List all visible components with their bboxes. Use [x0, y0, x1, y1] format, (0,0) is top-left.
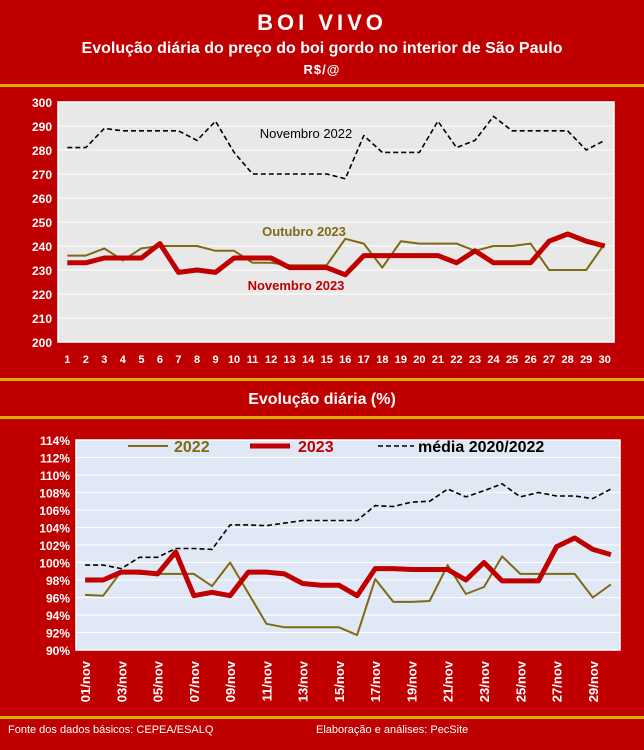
x-tick-label: 25 — [506, 354, 518, 366]
x-tick-label: 01/nov — [78, 660, 93, 702]
series-line-0 — [67, 115, 606, 180]
footer-credit: Elaboração e análises: PecSite — [316, 724, 469, 736]
x-tick-label: 21/nov — [441, 660, 456, 702]
x-tick-label: 7 — [175, 354, 181, 366]
x-tick-label: 8 — [194, 354, 200, 366]
series-line-2 — [67, 231, 606, 278]
y-tick-label: 230 — [32, 264, 52, 278]
x-tick-label: 28 — [562, 354, 574, 366]
x-tick-label: 30 — [599, 354, 611, 366]
x-tick-label: 27/nov — [550, 660, 565, 702]
y-tick-label: 100% — [39, 557, 70, 571]
x-tick-label: 18 — [376, 354, 388, 366]
x-tick-label: 19 — [395, 354, 407, 366]
y-tick-label: 96% — [46, 592, 70, 606]
y-tick-label: 114% — [40, 434, 70, 448]
y-tick-label: 112% — [40, 452, 70, 466]
y-tick-label: 108% — [39, 487, 70, 501]
y-tick-label: 92% — [46, 627, 70, 641]
series-line-0 — [85, 555, 612, 637]
y-tick-label: 290 — [32, 120, 52, 134]
y-tick-label: 200 — [32, 336, 52, 350]
x-tick-label: 21 — [432, 354, 444, 366]
x-tick-label: 15 — [321, 354, 333, 366]
x-tick-label: 19/nov — [404, 660, 419, 702]
y-tick-label: 240 — [32, 240, 52, 254]
x-tick-label: 05/nov — [151, 660, 166, 702]
x-tick-label: 5 — [138, 354, 144, 366]
legend-label: 2023 — [298, 439, 334, 456]
y-tick-label: 210 — [32, 312, 52, 326]
x-tick-label: 22 — [450, 354, 462, 366]
y-tick-label: 104% — [39, 522, 70, 536]
legend-label: 2022 — [174, 439, 210, 456]
x-tick-label: 12 — [265, 354, 277, 366]
legend-label: média 2020/2022 — [418, 439, 544, 456]
x-tick-label: 27 — [543, 354, 555, 366]
x-tick-label: 03/nov — [114, 660, 129, 702]
gold-divider — [0, 378, 644, 381]
x-tick-label: 9 — [212, 354, 218, 366]
x-tick-label: 25/nov — [513, 660, 528, 702]
x-tick-label: 15/nov — [332, 660, 347, 702]
x-tick-label: 3 — [101, 354, 107, 366]
x-tick-label: 09/nov — [223, 660, 238, 702]
x-tick-label: 17/nov — [368, 660, 383, 702]
x-tick-label: 23 — [469, 354, 481, 366]
y-tick-label: 300 — [32, 96, 52, 110]
x-tick-label: 10 — [228, 354, 240, 366]
y-tick-label: 98% — [46, 574, 70, 588]
x-tick-label: 29 — [580, 354, 592, 366]
x-tick-label: 20 — [413, 354, 425, 366]
page-subtitle: Evolução diária do preço do boi gordo no… — [81, 40, 563, 57]
series-label: Novembro 2023 — [248, 278, 345, 293]
y-tick-label: 102% — [39, 539, 70, 553]
x-tick-label: 17 — [358, 354, 370, 366]
x-tick-label: 14 — [302, 354, 315, 366]
x-tick-label: 07/nov — [187, 660, 202, 702]
page-title: BOI VIVO — [257, 10, 387, 35]
x-tick-label: 6 — [157, 354, 163, 366]
x-tick-label: 11 — [247, 354, 259, 366]
y-tick-label: 94% — [46, 609, 70, 623]
x-tick-label: 1 — [64, 354, 70, 366]
section-title: Evolução diária (%) — [248, 391, 396, 408]
y-tick-label: 260 — [32, 192, 52, 206]
percent-chart: 90% 92% 94% 96% 98% 100% 102% 104% 106% 108% 110% 1… — [6, 422, 638, 714]
y-tick-label: 250 — [32, 216, 52, 230]
x-tick-label: 24 — [487, 354, 500, 366]
gold-divider — [0, 716, 644, 719]
footer-source: Fonte dos dados básicos: CEPEA/ESALQ — [8, 724, 214, 736]
x-tick-label: 29/nov — [586, 660, 601, 702]
x-tick-label: 23/nov — [477, 660, 492, 702]
y-tick-label: 220 — [32, 288, 52, 302]
x-tick-label: 4 — [120, 354, 127, 366]
x-tick-label: 11/nov — [259, 660, 274, 701]
y-tick-label: 106% — [39, 504, 70, 518]
series-label: Outubro 2023 — [262, 224, 346, 239]
gold-divider — [0, 416, 644, 419]
y-tick-label: 270 — [32, 168, 52, 182]
series-line-2 — [85, 482, 612, 570]
x-tick-label: 2 — [83, 354, 89, 366]
x-tick-label: 16 — [339, 354, 351, 366]
series-line-1 — [85, 535, 612, 599]
gold-divider — [0, 84, 644, 87]
y-tick-label: 110% — [40, 469, 70, 483]
x-tick-label: 13 — [284, 354, 296, 366]
x-tick-label: 13/nov — [296, 660, 311, 702]
unit-label: R$/@ — [303, 62, 341, 77]
series-label: Novembro 2022 — [260, 126, 353, 141]
y-tick-label: 280 — [32, 144, 52, 158]
x-tick-label: 26 — [524, 354, 536, 366]
header: BOI VIVO Evolução diária do preço do boi… — [0, 0, 644, 84]
y-tick-label: 90% — [46, 644, 70, 658]
